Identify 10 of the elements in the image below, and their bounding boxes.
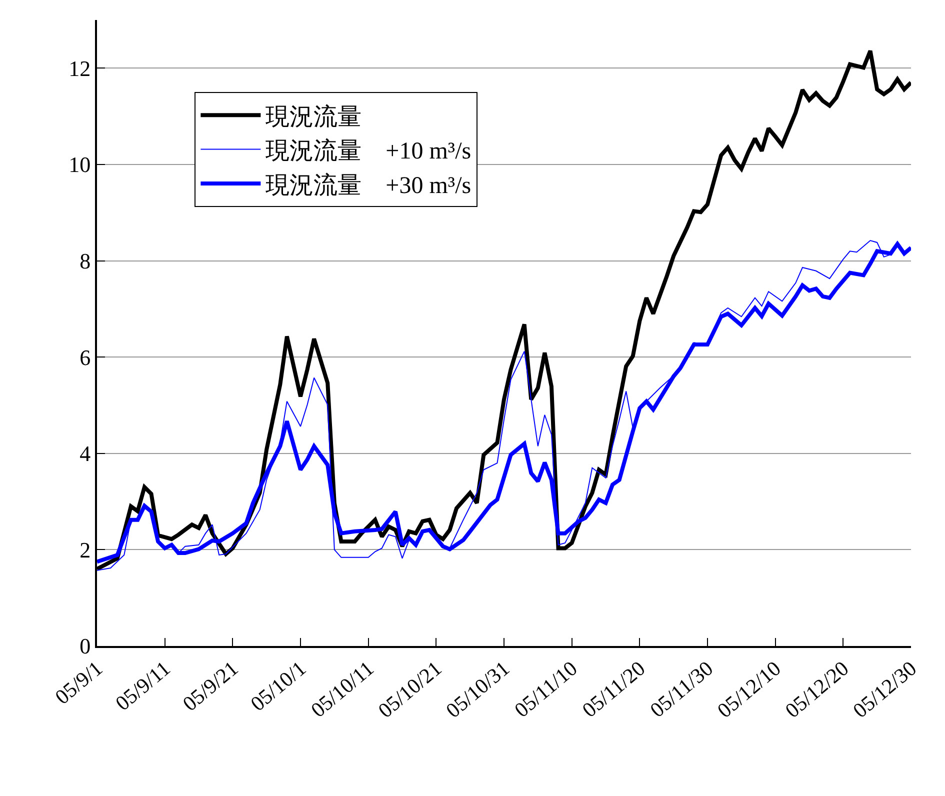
y-tick-label: 8 xyxy=(80,248,91,274)
y-tick-label: 0 xyxy=(80,634,91,659)
y-tick-label: 12 xyxy=(68,56,91,81)
legend-label: 現況流量 +10 m³/s xyxy=(266,138,472,165)
y-tick-label: 2 xyxy=(80,537,91,562)
legend-label: 現況流量 xyxy=(266,103,362,130)
y-tick-label: 4 xyxy=(80,441,91,466)
y-tick-label: 10 xyxy=(68,152,91,178)
y-tick-label: 6 xyxy=(80,344,91,370)
legend-label: 現況流量 +30 m³/s xyxy=(266,172,472,199)
